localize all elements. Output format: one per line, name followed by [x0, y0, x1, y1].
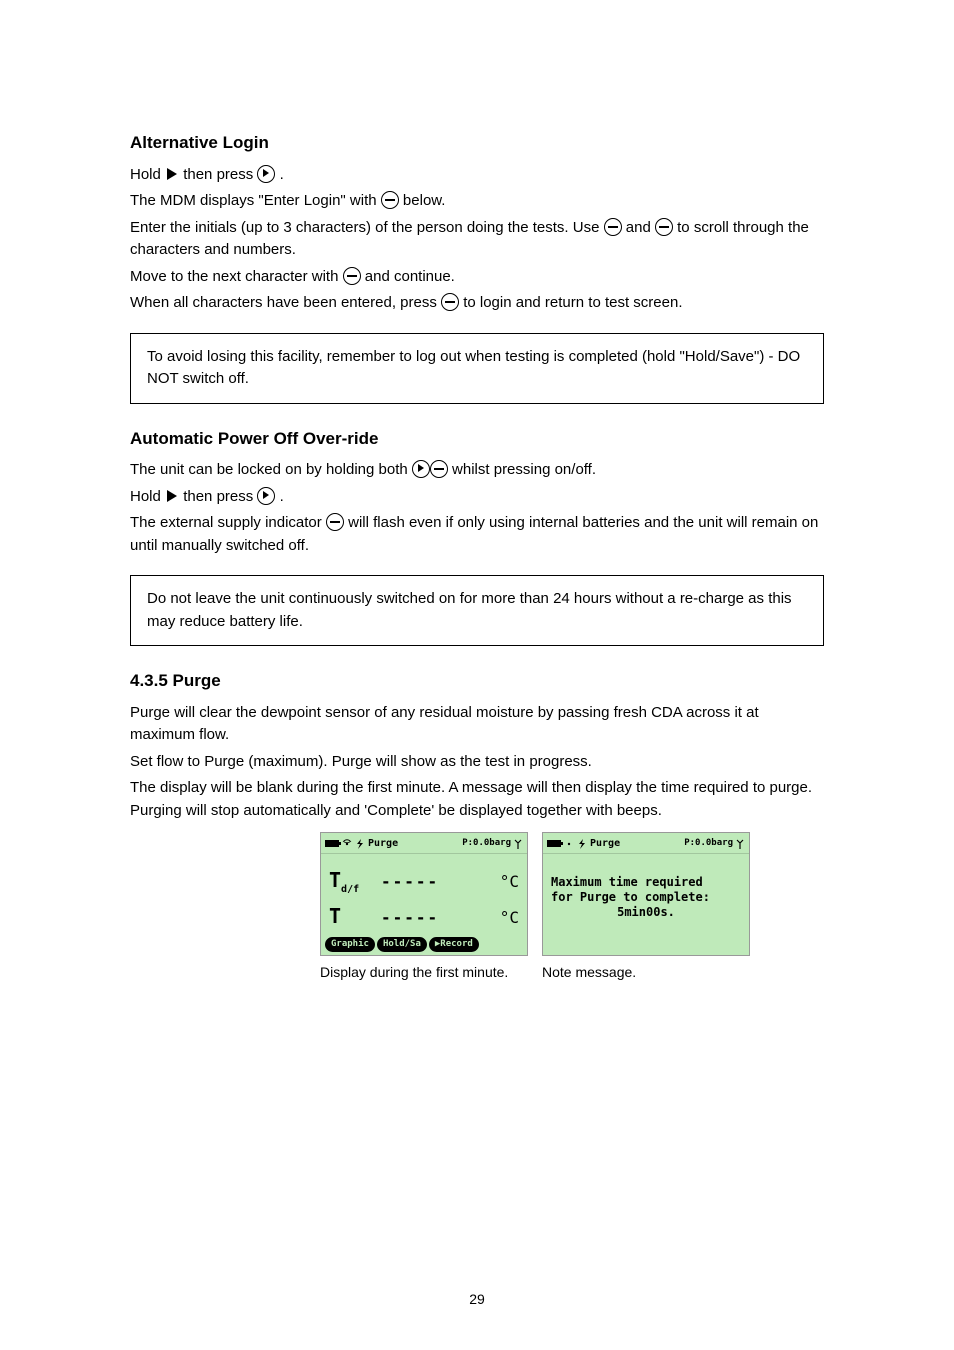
lcd-btn-graphic: Graphic	[325, 937, 375, 953]
antenna-icon	[735, 839, 745, 849]
lcd-topbar: Purge P:0.0barg	[321, 833, 527, 854]
alt-login-note: To avoid losing this facility, remember …	[130, 333, 824, 404]
minus-circle-icon	[326, 513, 344, 531]
lcd-pressure: P:0.0barg	[684, 837, 733, 851]
auto-power-p3: The external supply indicator will flash…	[130, 512, 824, 557]
alt-login-p3: Enter the initials (up to 3 characters) …	[130, 217, 824, 262]
lcd-reading-row: Td/f ----- °C	[329, 865, 519, 897]
alt-login-heading: Alternative Login	[130, 130, 824, 156]
play-circle-icon	[257, 487, 275, 505]
purge-heading: 4.3.5 Purge	[130, 668, 824, 694]
bolt-icon	[577, 839, 587, 849]
minus-circle-icon	[430, 460, 448, 478]
minus-circle-icon	[655, 218, 673, 236]
minus-circle-icon	[343, 267, 361, 285]
lcd-mode-label: Purge	[590, 836, 620, 851]
lcd-btn-hold: Hold/Sa	[377, 937, 427, 953]
lcd-topbar: Purge P:0.0barg	[543, 833, 749, 854]
lcd-message: Maximum time required for Purge to compl…	[551, 861, 741, 920]
alt-login-p5: When all characters have been entered, p…	[130, 292, 824, 315]
minus-circle-icon	[604, 218, 622, 236]
page-number: 29	[0, 1289, 954, 1310]
lcd-left-caption: Display during the first minute.	[320, 962, 528, 983]
play-circle-icon	[412, 460, 430, 478]
auto-power-p2: Hold then press .	[130, 486, 824, 509]
lcd-right: Purge P:0.0barg Maximum time required fo…	[542, 832, 750, 956]
signal-icon	[564, 839, 574, 849]
bolt-icon	[355, 839, 365, 849]
purge-p2: Set flow to Purge (maximum). Purge will …	[130, 751, 824, 774]
alt-login-p2: The MDM displays "Enter Login" with belo…	[130, 190, 824, 213]
alt-login-p1: Hold then press .	[130, 164, 824, 187]
lcd-row: Purge P:0.0barg Td/f ----- °C T ----- °C	[320, 832, 824, 956]
alt-login-p4: Move to the next character with and cont…	[130, 266, 824, 289]
auto-power-p1: The unit can be locked on by holding bot…	[130, 459, 824, 482]
lcd-right-caption: Note message.	[542, 962, 750, 983]
lcd-captions: Display during the first minute. Note me…	[320, 962, 824, 983]
minus-circle-icon	[381, 191, 399, 209]
auto-power-heading: Automatic Power Off Over-ride	[130, 426, 824, 452]
minus-circle-icon	[441, 293, 459, 311]
battery-icon	[325, 840, 339, 847]
page-content: Alternative Login Hold then press . The …	[0, 0, 954, 983]
antenna-icon	[513, 839, 523, 849]
battery-icon	[547, 840, 561, 847]
signal-icon	[342, 839, 352, 849]
lcd-btn-record: ▶Record	[429, 937, 479, 953]
lcd-soft-buttons: Graphic Hold/Sa ▶Record	[325, 937, 523, 953]
play-solid-icon	[167, 168, 177, 180]
lcd-pressure: P:0.0barg	[462, 837, 511, 851]
lcd-mode-label: Purge	[368, 836, 398, 851]
play-circle-icon	[257, 165, 275, 183]
lcd-reading-row: T ----- °C	[329, 901, 519, 931]
lcd-left: Purge P:0.0barg Td/f ----- °C T ----- °C	[320, 832, 528, 956]
play-solid-icon	[167, 490, 177, 502]
purge-p1: Purge will clear the dewpoint sensor of …	[130, 702, 824, 747]
auto-power-note: Do not leave the unit continuously switc…	[130, 575, 824, 646]
purge-p3: The display will be blank during the fir…	[130, 777, 824, 822]
